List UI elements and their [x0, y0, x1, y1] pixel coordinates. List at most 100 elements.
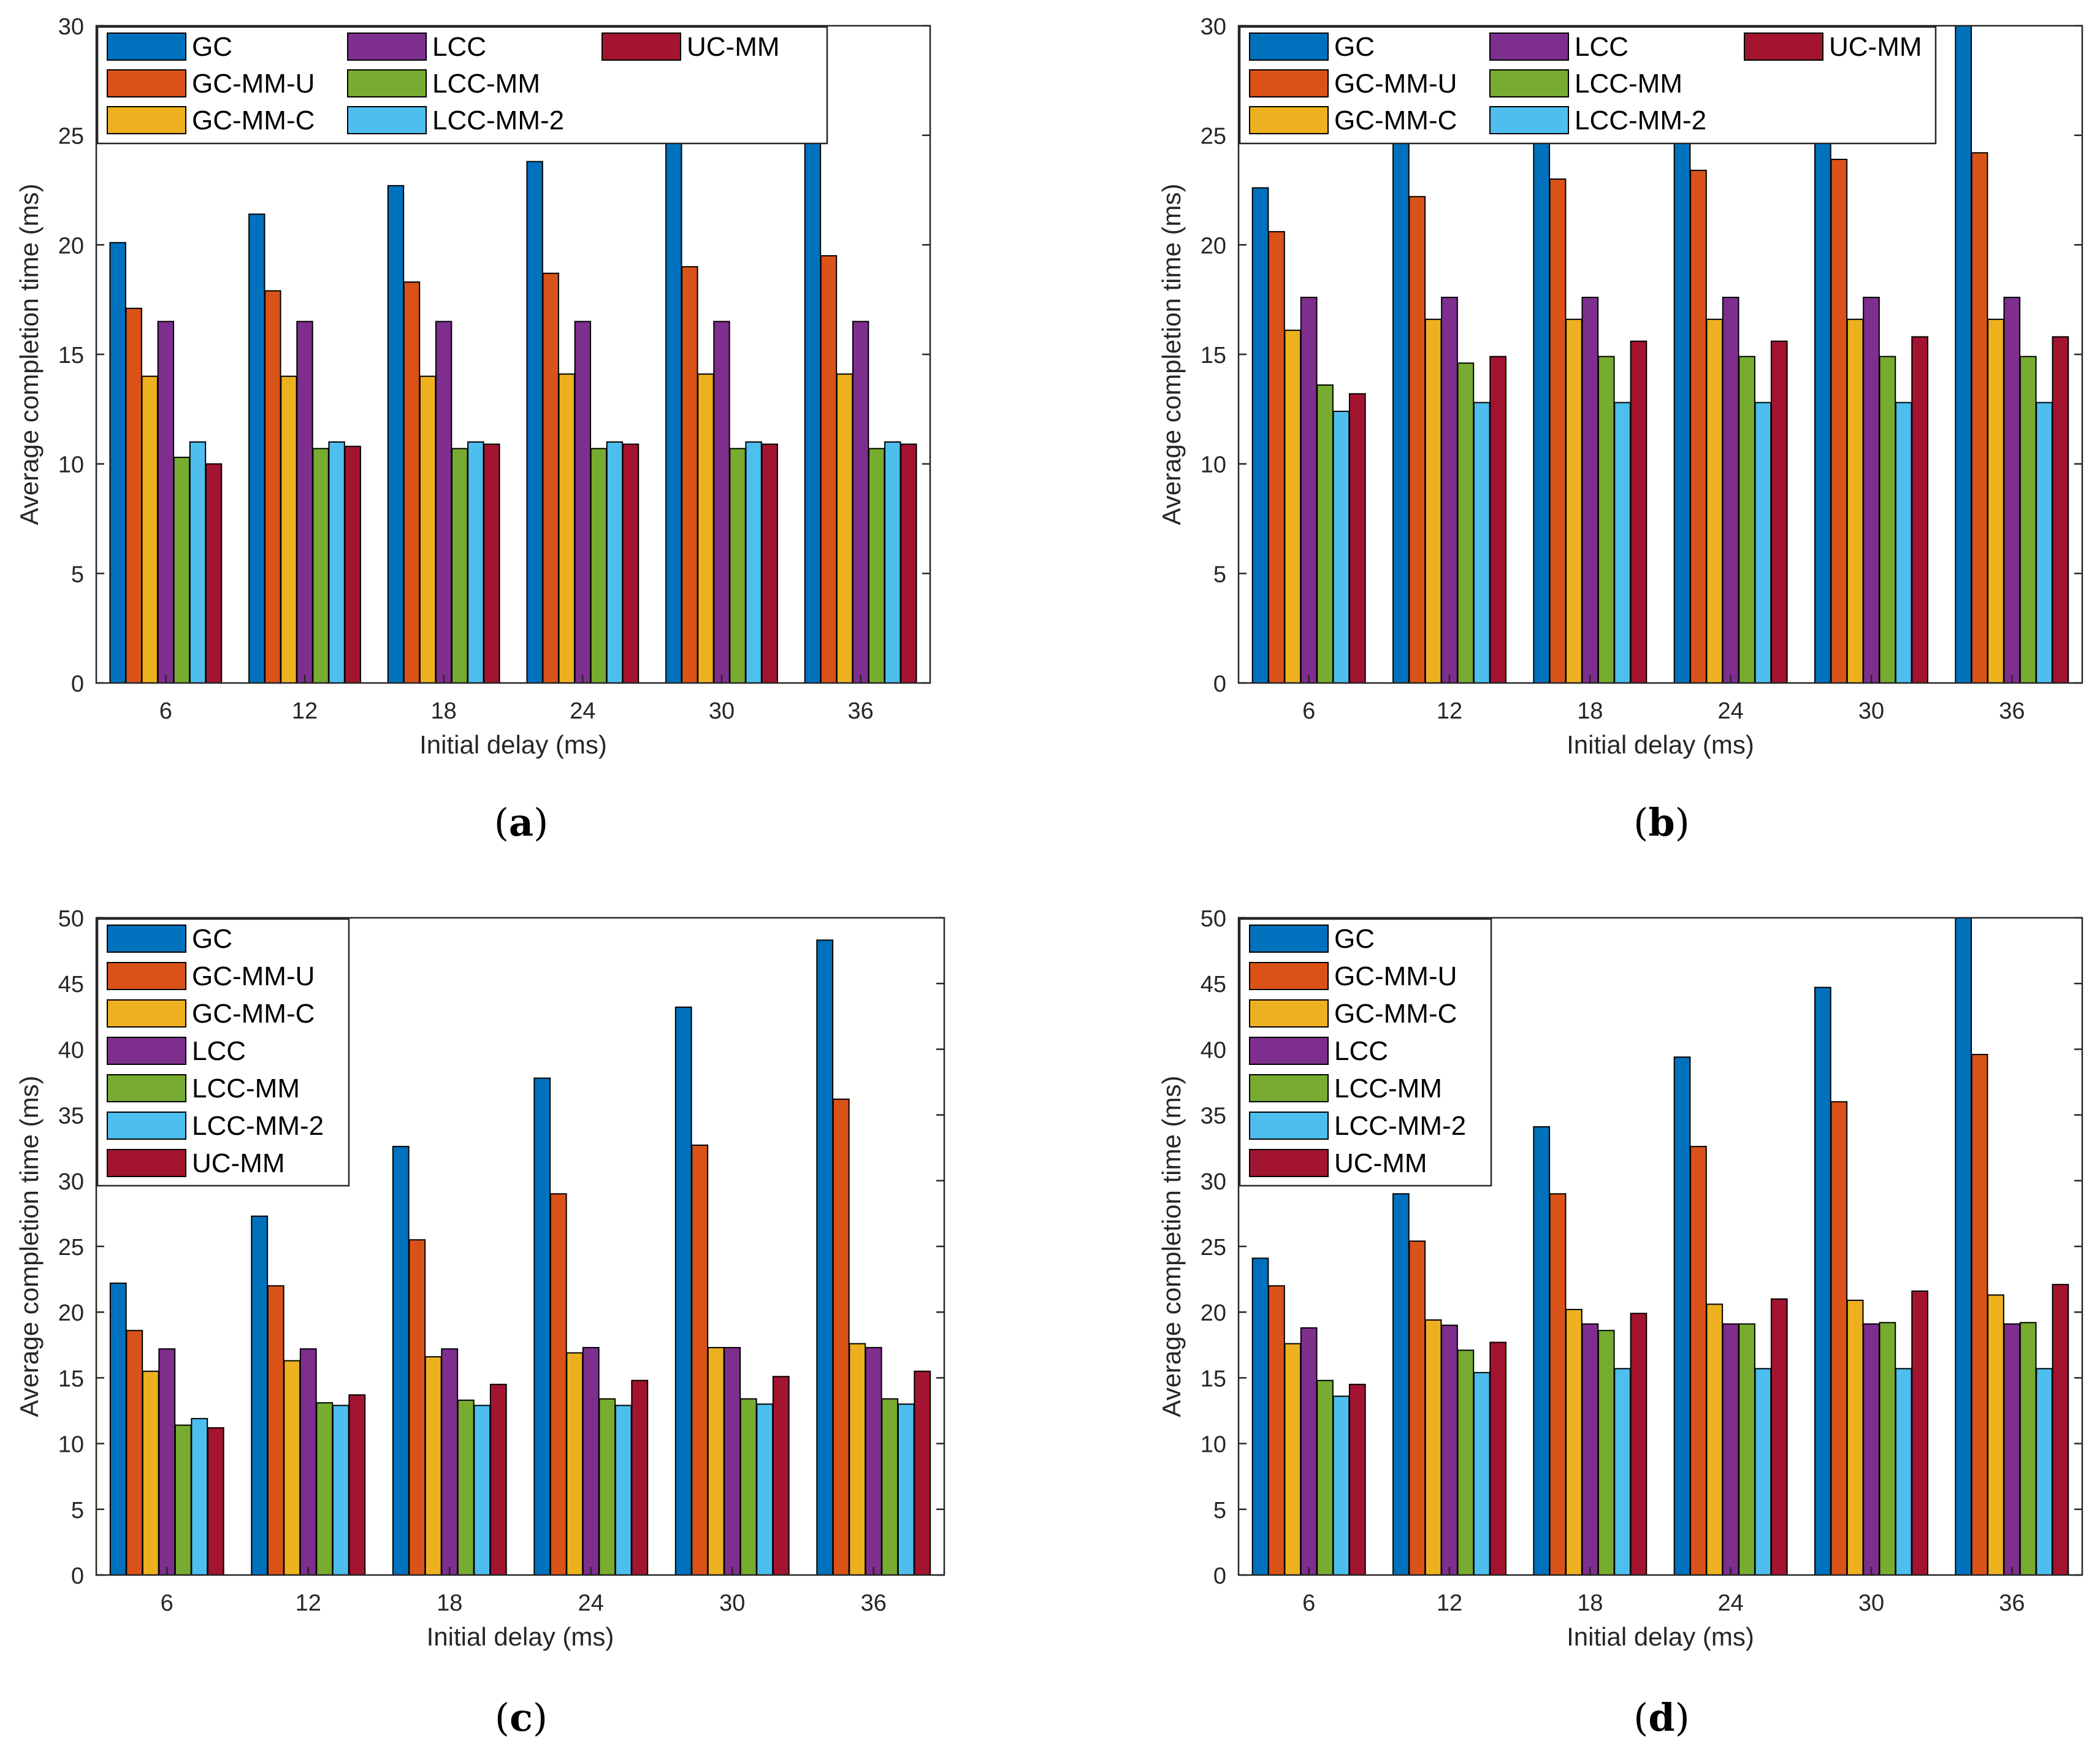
- chart-d-ylabel: Average completion time (ms): [1157, 1075, 1186, 1417]
- chart-c-ytick-label: 30: [58, 1169, 84, 1195]
- chart-a-bar-uc-mm-12: [344, 446, 361, 684]
- chart-b-legend-label-lcc-mm: LCC-MM: [1575, 69, 1682, 99]
- chart-c-ytick-label: 45: [58, 972, 84, 997]
- chart-b-ytick-label: 15: [1201, 343, 1226, 368]
- chart-c-legend-swatch-gc: [107, 925, 186, 953]
- chart-b-ytick-label: 20: [1201, 233, 1226, 259]
- chart-a-ytick-label: 15: [58, 343, 84, 368]
- chart-b-bar-lcc-mm-2-12: [1473, 402, 1491, 684]
- chart-d-legend-label-uc-mm: UC-MM: [1334, 1148, 1427, 1178]
- chart-d-xtick-label: 6: [1302, 1590, 1315, 1616]
- chart-d-bar-gc-mm-c-30: [1846, 1299, 1864, 1576]
- chart-c-ytick-label: 50: [58, 906, 84, 932]
- chart-a-bar-gc-mm-u-24: [542, 272, 559, 684]
- chart-d-bar-lcc-mm-2-30: [1895, 1368, 1912, 1576]
- chart-d-bar-gc-mm-c-6: [1284, 1343, 1302, 1576]
- chart-a-bar-gc-mm-c-24: [558, 373, 575, 684]
- chart-b-bar-lcc-mm-2-30: [1895, 402, 1912, 684]
- chart-c-legend-label-lcc: LCC: [192, 1036, 246, 1066]
- chart-d-legend-swatch-uc-mm: [1249, 1149, 1329, 1177]
- chart-a-bar-lcc-36: [852, 321, 869, 684]
- chart-d-ytick-label: 5: [1213, 1498, 1226, 1524]
- chart-b-ytick-label: 0: [1213, 671, 1226, 697]
- chart-d-bar-lcc-mm-2-24: [1754, 1368, 1772, 1576]
- chart-c-bar-lcc-mm-12: [316, 1402, 334, 1576]
- chart-a-xtick-label: 24: [570, 698, 595, 724]
- chart-a-xtick-label: 18: [431, 698, 457, 724]
- chart-c-ytick-label: 5: [71, 1498, 84, 1524]
- chart-d-bar-gc-mm-c-12: [1424, 1319, 1442, 1576]
- chart-c-bar-lcc-mm-36: [881, 1398, 899, 1576]
- chart-c-legend-swatch-lcc-mm: [107, 1074, 186, 1102]
- chart-b-legend-label-uc-mm: UC-MM: [1829, 32, 1922, 62]
- chart-d-legend-label-gc-mm-c: GC-MM-C: [1334, 999, 1457, 1029]
- chart-d-bar-lcc-24: [1722, 1323, 1739, 1576]
- chart-d-bar-lcc-mm-2-12: [1473, 1371, 1491, 1576]
- chart-b-legend-label-gc-mm-u: GC-MM-U: [1334, 69, 1457, 99]
- chart-d-bar-lcc-mm-6: [1316, 1379, 1334, 1576]
- chart-d-legend-label-lcc-mm: LCC-MM: [1334, 1074, 1442, 1104]
- chart-d-ytick-label: 20: [1201, 1300, 1226, 1326]
- chart-a-bar-lcc-6: [157, 321, 175, 684]
- chart-b-legend-label-lcc-mm-2: LCC-MM-2: [1575, 105, 1706, 135]
- chart-a-legend-label-lcc-mm: LCC-MM: [432, 69, 540, 99]
- chart-c-ytick-label: 35: [58, 1104, 84, 1129]
- chart-b-bar-gc-6: [1251, 187, 1269, 684]
- chart-c-xlabel: Initial delay (ms): [427, 1622, 614, 1651]
- chart-d-bar-lcc-12: [1441, 1324, 1458, 1576]
- caption-a-letter: a: [508, 800, 534, 845]
- chart-a-legend-label-gc-mm-c: GC-MM-C: [192, 105, 315, 135]
- chart-c-ylabel: Average completion time (ms): [15, 1075, 44, 1417]
- chart-d-bar-gc-24: [1673, 1056, 1691, 1576]
- chart-d-xtick-label: 24: [1718, 1590, 1744, 1616]
- chart-c-bar-gc-mm-c-36: [849, 1343, 866, 1576]
- chart-a-legend-swatch-uc-mm: [601, 32, 681, 61]
- chart-d-legend-label-lcc-mm-2: LCC-MM-2: [1334, 1111, 1466, 1141]
- chart-a-bar-gc-mm-c-18: [419, 375, 437, 684]
- chart-c-legend-swatch-gc-mm-u: [107, 962, 186, 990]
- chart-d-bar-lcc-mm-2-18: [1614, 1368, 1631, 1576]
- chart-a-xtick-label: 36: [848, 698, 874, 724]
- chart-b-ytick-label: 5: [1213, 562, 1226, 587]
- chart-a-legend-swatch-lcc: [347, 32, 427, 61]
- chart-c-legend-label-gc-mm-c: GC-MM-C: [192, 999, 315, 1029]
- chart-b-xtick-label: 24: [1718, 698, 1744, 724]
- chart-d-legend-swatch-gc-mm-u: [1249, 962, 1329, 990]
- chart-c-legend-swatch-lcc-mm-2: [107, 1112, 186, 1140]
- chart-a-legend-label-gc-mm-u: GC-MM-U: [192, 69, 315, 99]
- chart-c-ytick-label: 25: [58, 1235, 84, 1260]
- chart-c-bar-lcc-mm-24: [598, 1398, 616, 1576]
- caption-c: (c): [494, 1695, 548, 1740]
- chart-c-xtick-label: 12: [296, 1590, 321, 1616]
- chart-c-bar-lcc-mm-2-6: [191, 1417, 208, 1576]
- chart-c-bar-gc-12: [251, 1215, 269, 1576]
- chart-d-ytick-label: 15: [1201, 1366, 1226, 1392]
- chart-d-bar-gc-mm-c-24: [1706, 1303, 1724, 1576]
- chart-c-legend-label-lcc-mm: LCC-MM: [192, 1074, 300, 1104]
- chart-c-bar-gc-mm-c-18: [424, 1356, 442, 1576]
- chart-a-bar-gc-18: [387, 185, 405, 684]
- chart-d-ytick-label: 45: [1201, 972, 1226, 997]
- chart-c-legend-label-uc-mm: UC-MM: [192, 1148, 285, 1178]
- chart-a-legend-swatch-gc-mm-u: [107, 69, 186, 97]
- chart-b-ytick-label: 10: [1201, 452, 1226, 478]
- chart-a-legend-box: [96, 26, 828, 145]
- chart-b-bar-gc-mm-c-18: [1565, 318, 1583, 684]
- chart-b-bar-lcc-18: [1581, 297, 1599, 684]
- chart-c-bar-gc-mm-u-12: [267, 1285, 284, 1576]
- chart-d-bar-uc-mm-12: [1489, 1341, 1506, 1576]
- chart-a-bar-gc-12: [248, 213, 265, 684]
- chart-d-ytick-label: 30: [1201, 1169, 1226, 1195]
- chart-c-bar-lcc-mm-2-24: [614, 1405, 632, 1576]
- chart-d-bar-lcc-18: [1581, 1323, 1599, 1576]
- chart-a-bar-lcc-mm-12: [312, 448, 329, 684]
- chart-d-bar-gc-mm-u-24: [1690, 1146, 1707, 1576]
- chart-b-bar-uc-mm-6: [1348, 393, 1366, 684]
- chart-b-legend-swatch-gc-mm-u: [1249, 69, 1329, 97]
- chart-d-bar-uc-mm-24: [1770, 1298, 1788, 1576]
- chart-d-legend-label-gc: GC: [1334, 924, 1375, 954]
- chart-a-ytick-label: 0: [71, 671, 84, 697]
